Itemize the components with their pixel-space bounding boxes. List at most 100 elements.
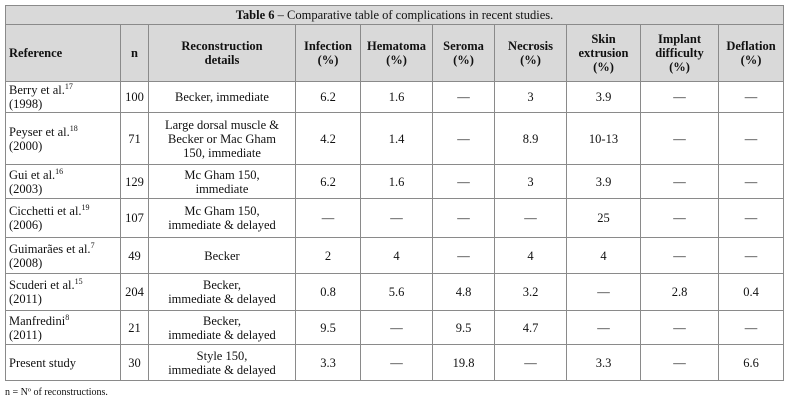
table-cell: 3 bbox=[494, 164, 567, 199]
reference-name: Present study bbox=[9, 355, 77, 370]
table-cell: 0.8 bbox=[295, 273, 361, 311]
reference-cell: Guimarães et al.7 (2008) bbox=[5, 237, 121, 274]
reference-cell: Peyser et al.18 (2000) bbox=[5, 112, 121, 165]
reference-cell: Scuderi et al.15 (2011) bbox=[5, 273, 121, 311]
header-cell: Reconstruction details bbox=[148, 24, 296, 82]
table-row: Peyser et al.18 (2000) 71 Large dorsal mus… bbox=[5, 112, 785, 165]
table-cell: Becker, immediate & delayed bbox=[148, 273, 296, 311]
reference-number: 18 bbox=[69, 123, 78, 133]
table-cell: — bbox=[432, 81, 495, 113]
table-title: Table 6 – Comparative table of complicat… bbox=[4, 5, 785, 25]
title-text: – Comparative table of complications in … bbox=[274, 8, 554, 22]
table-cell: — bbox=[717, 164, 785, 199]
table-cell: 19.8 bbox=[432, 344, 495, 381]
table-cell: 4 bbox=[494, 237, 567, 274]
table-cell: 3.9 bbox=[566, 164, 641, 199]
table-cell: Becker, immediate & delayed bbox=[148, 310, 296, 345]
table-cell: 2 bbox=[295, 237, 361, 274]
table-cell: 6.2 bbox=[295, 81, 361, 113]
table-cell: 2.8 bbox=[640, 273, 719, 311]
table-cell: Mc Gham 150, immediate & delayed bbox=[148, 198, 296, 238]
table-cell: — bbox=[432, 237, 495, 274]
reference-year: (1998) bbox=[9, 97, 43, 111]
table-cell: 4.7 bbox=[494, 310, 567, 345]
reference-cell: Gui et al.16 (2003) bbox=[5, 164, 121, 199]
table-cell: — bbox=[640, 310, 719, 345]
table-cell: — bbox=[360, 344, 433, 381]
table-cell: — bbox=[494, 198, 567, 238]
header-cell: Implant difficulty (%) bbox=[640, 24, 719, 82]
table-cell: 4 bbox=[360, 237, 433, 274]
header-row: Reference n Reconstruction details Infectio… bbox=[5, 24, 785, 82]
table-cell: 0.4 bbox=[717, 273, 785, 311]
table-cell: 9.5 bbox=[432, 310, 495, 345]
header-cell: Seroma (%) bbox=[432, 24, 495, 82]
reference-cell: Berry et al.17 (1998) bbox=[5, 81, 121, 113]
table-cell: — bbox=[640, 237, 719, 274]
table-cell: 1.6 bbox=[360, 81, 433, 113]
table-cell: 21 bbox=[120, 310, 149, 345]
table-cell: 10-13 bbox=[566, 112, 641, 165]
table-cell: Style 150, immediate & delayed bbox=[148, 344, 296, 381]
table-row: Guimarães et al.7 (2008) 49 Becker 2 4—4 4— — bbox=[5, 237, 785, 274]
table-cell: 3.9 bbox=[566, 81, 641, 113]
table-cell: Mc Gham 150, immediate bbox=[148, 164, 296, 199]
table-cell: 3.2 bbox=[494, 273, 567, 311]
table-cell: — bbox=[717, 81, 785, 113]
table-cell: — bbox=[640, 81, 719, 113]
reference-name: Guimarães et al. bbox=[9, 241, 91, 256]
header-cell: n bbox=[120, 24, 149, 82]
table-cell: — bbox=[640, 112, 719, 165]
table-row: Scuderi et al.15 (2011) 204 Becker, immedi… bbox=[5, 273, 785, 311]
table-cell: — bbox=[717, 310, 785, 345]
table-cell: — bbox=[566, 273, 641, 311]
reference-cell: Present study bbox=[5, 344, 121, 381]
table-cell: 9.5 bbox=[295, 310, 361, 345]
table-cell: 1.6 bbox=[360, 164, 433, 199]
reference-year: (2000) bbox=[9, 138, 43, 153]
header-cell: Reference bbox=[5, 24, 121, 82]
header-cell: Infection (%) bbox=[295, 24, 361, 82]
table-cell: 4.8 bbox=[432, 273, 495, 311]
table-cell: 30 bbox=[120, 344, 149, 381]
table-cell: 71 bbox=[120, 112, 149, 165]
table-cell: 107 bbox=[120, 198, 149, 238]
table-cell: — bbox=[432, 112, 495, 165]
header-cell: Necrosis (%) bbox=[494, 24, 567, 82]
reference-cell: Manfredini8 (2011) bbox=[5, 310, 121, 345]
table-cell: 204 bbox=[120, 273, 149, 311]
table-cell: 100 bbox=[120, 81, 149, 113]
table-cell: — bbox=[640, 198, 719, 238]
table-cell: — bbox=[432, 198, 495, 238]
reference-year: (2008) bbox=[9, 255, 43, 270]
table-cell: — bbox=[640, 344, 719, 381]
header-cell: Skin extrusion (%) bbox=[566, 24, 641, 82]
reference-name: Peyser et al. bbox=[9, 124, 70, 139]
table-cell: 6.6 bbox=[717, 344, 785, 381]
table-cell: — bbox=[717, 198, 785, 238]
reference-number: 16 bbox=[55, 166, 64, 176]
table-cell: — bbox=[494, 344, 567, 381]
table-row: Cicchetti et al.19 (2006) 107 Mc Gham 150,… bbox=[5, 198, 785, 238]
reference-name: Manfredini bbox=[9, 313, 66, 328]
table-cell: — bbox=[360, 198, 433, 238]
reference-year: (2006) bbox=[9, 218, 43, 232]
table-cell: 3 bbox=[494, 81, 567, 113]
reference-name: Gui et al. bbox=[9, 167, 56, 182]
table-cell: 4 bbox=[566, 237, 641, 274]
table-cell: 5.6 bbox=[360, 273, 433, 311]
table-cell: — bbox=[717, 112, 785, 165]
table-cell: Becker bbox=[148, 237, 296, 274]
table-row: Berry et al.17 (1998) 100 Becker, immediat… bbox=[5, 81, 785, 113]
table-row: Manfredini8 (2011) 21 Becker, immediate & … bbox=[5, 310, 785, 345]
table-cell: 4.2 bbox=[295, 112, 361, 165]
table-cell: 8.9 bbox=[494, 112, 567, 165]
table-cell: 1.4 bbox=[360, 112, 433, 165]
table-row: Gui et al.16 (2003) 129 Mc Gham 150, immed… bbox=[5, 164, 785, 199]
table-cell: — bbox=[360, 310, 433, 345]
reference-year: (2011) bbox=[9, 327, 42, 342]
reference-name: Scuderi et al. bbox=[9, 278, 75, 292]
reference-year: (2003) bbox=[9, 181, 43, 196]
table-cell: — bbox=[566, 310, 641, 345]
table-cell: Becker, immediate bbox=[148, 81, 296, 113]
